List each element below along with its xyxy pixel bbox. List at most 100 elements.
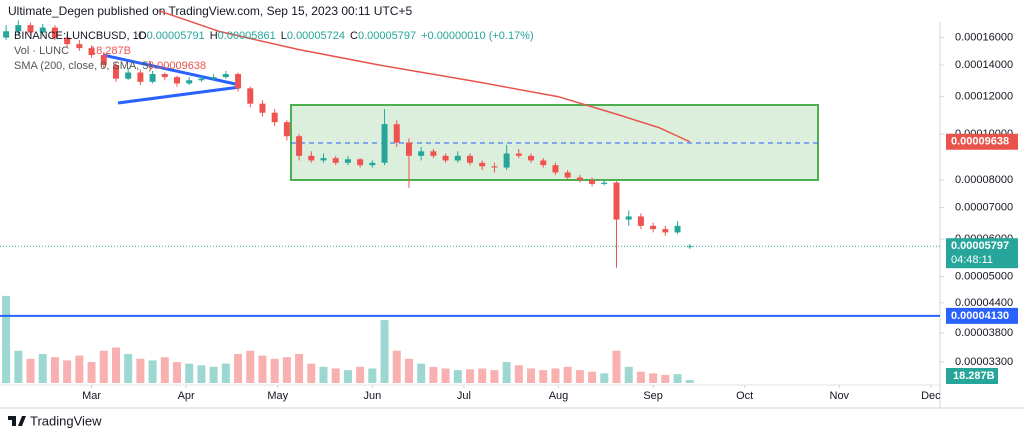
countdown-label: 04:48:11 (951, 254, 993, 266)
candle-body (686, 246, 693, 248)
candle-body (625, 216, 632, 220)
x-tick-label: Dec (921, 390, 941, 402)
volume-bar (636, 371, 645, 383)
volume-bar (490, 370, 499, 383)
candle-body (515, 153, 522, 156)
volume-bar (14, 350, 23, 383)
x-tick-label: Mar (82, 390, 101, 402)
volume-bar (380, 320, 389, 383)
brand-name: TradingView (30, 413, 102, 428)
volume-bar (124, 353, 133, 383)
volume-box (946, 368, 998, 384)
x-tick-label: Aug (549, 390, 569, 402)
candle-body (662, 229, 669, 233)
x-tick-label: May (267, 390, 288, 402)
candle-body (637, 216, 644, 226)
volume-bar (563, 366, 572, 383)
candle-body (320, 158, 327, 161)
volume-bar (356, 366, 365, 383)
candle-body (3, 31, 10, 38)
candle-body (88, 48, 95, 56)
volume-bar (75, 355, 84, 383)
x-tick-label: Oct (736, 390, 753, 402)
candle-body (332, 158, 339, 163)
byline: Ultimate_Degen published on TradingView.… (8, 4, 412, 18)
volume-bar (282, 357, 291, 383)
ohlc-values: O0.00005791 H0.00005861 L0.00005724 C0.0000… (138, 30, 534, 42)
volume-bar (160, 357, 169, 383)
candle-body (369, 162, 376, 166)
volume-bar (649, 373, 658, 383)
candle-body (344, 159, 351, 163)
volume-bar (429, 366, 438, 383)
candle-body (283, 122, 290, 137)
volume-bar (551, 368, 560, 383)
volume-bar (478, 368, 487, 383)
y-tick-label: 0.00014000 (955, 59, 1013, 71)
volume-bar (575, 370, 584, 383)
candle-body (430, 151, 437, 156)
volume-bar (624, 366, 633, 383)
candle-body (540, 160, 547, 166)
candle-body (528, 155, 535, 161)
candle-body (247, 88, 254, 104)
candle-body (186, 80, 193, 84)
sma-price-label: 0.00009638 (951, 136, 1009, 148)
volume-bar (221, 363, 230, 383)
triangle-lower (117, 85, 241, 105)
sma-line (158, 9, 691, 143)
candle-body (454, 155, 461, 161)
volume-bar (466, 369, 474, 383)
volume-bar (527, 368, 536, 383)
volume-bar (600, 373, 609, 383)
volume-bar (307, 363, 316, 383)
candle-body (601, 182, 608, 184)
x-tick-label: Jun (363, 390, 381, 402)
ohlc-key: L (281, 30, 287, 42)
volume-bar (209, 366, 218, 383)
y-tick-label: 0.00003800 (955, 327, 1013, 339)
volume-bar (502, 362, 511, 383)
triangle-upper (102, 53, 241, 87)
x-tick-label: Sep (643, 390, 663, 402)
sma-value: 0.00009638 (148, 60, 206, 72)
x-tick-label: Apr (178, 390, 195, 402)
ohlc-key: C (350, 30, 358, 42)
symbol: BINANCE:LUNCBUSD, 1D (14, 30, 147, 42)
change: +0.00000010 (+0.17%) (421, 30, 534, 42)
candle-body (174, 77, 181, 84)
legend: BINANCE:LUNCBUSD, 1D O0.00005791 H0.00005… (14, 30, 534, 72)
y-tick-label: 0.00003300 (955, 356, 1013, 368)
candle-body (125, 72, 132, 79)
volume-label: 18.287B (953, 370, 995, 382)
volume-bar (368, 368, 377, 383)
candle-body (259, 103, 266, 113)
volume-bar (234, 353, 243, 383)
candle-body (503, 153, 510, 168)
price-label: 0.00005797 (951, 240, 1009, 252)
volume-bar (441, 368, 450, 383)
volume-bar (673, 374, 682, 383)
candle-body (381, 124, 388, 163)
candle-body (650, 225, 657, 230)
volume-bar (270, 358, 279, 383)
volume-bar (246, 350, 255, 383)
volume-bar (661, 374, 670, 383)
y-tick-label: 0.00007000 (955, 201, 1013, 213)
volume-bar (26, 358, 35, 383)
volume-bar (136, 358, 145, 383)
candle-body (589, 180, 596, 184)
volume-bar (2, 295, 11, 383)
volume-bar (588, 371, 597, 383)
volume-bar (453, 370, 462, 383)
candle-body (76, 44, 83, 49)
ohlc-value: 0.00005861 (218, 30, 276, 42)
y-tick-label: 0.00005000 (955, 270, 1013, 282)
volume-bar (514, 365, 523, 383)
level-box (946, 307, 1018, 324)
candle-body (222, 74, 229, 78)
sma-price-box (946, 133, 1018, 150)
candle-body (137, 72, 144, 82)
